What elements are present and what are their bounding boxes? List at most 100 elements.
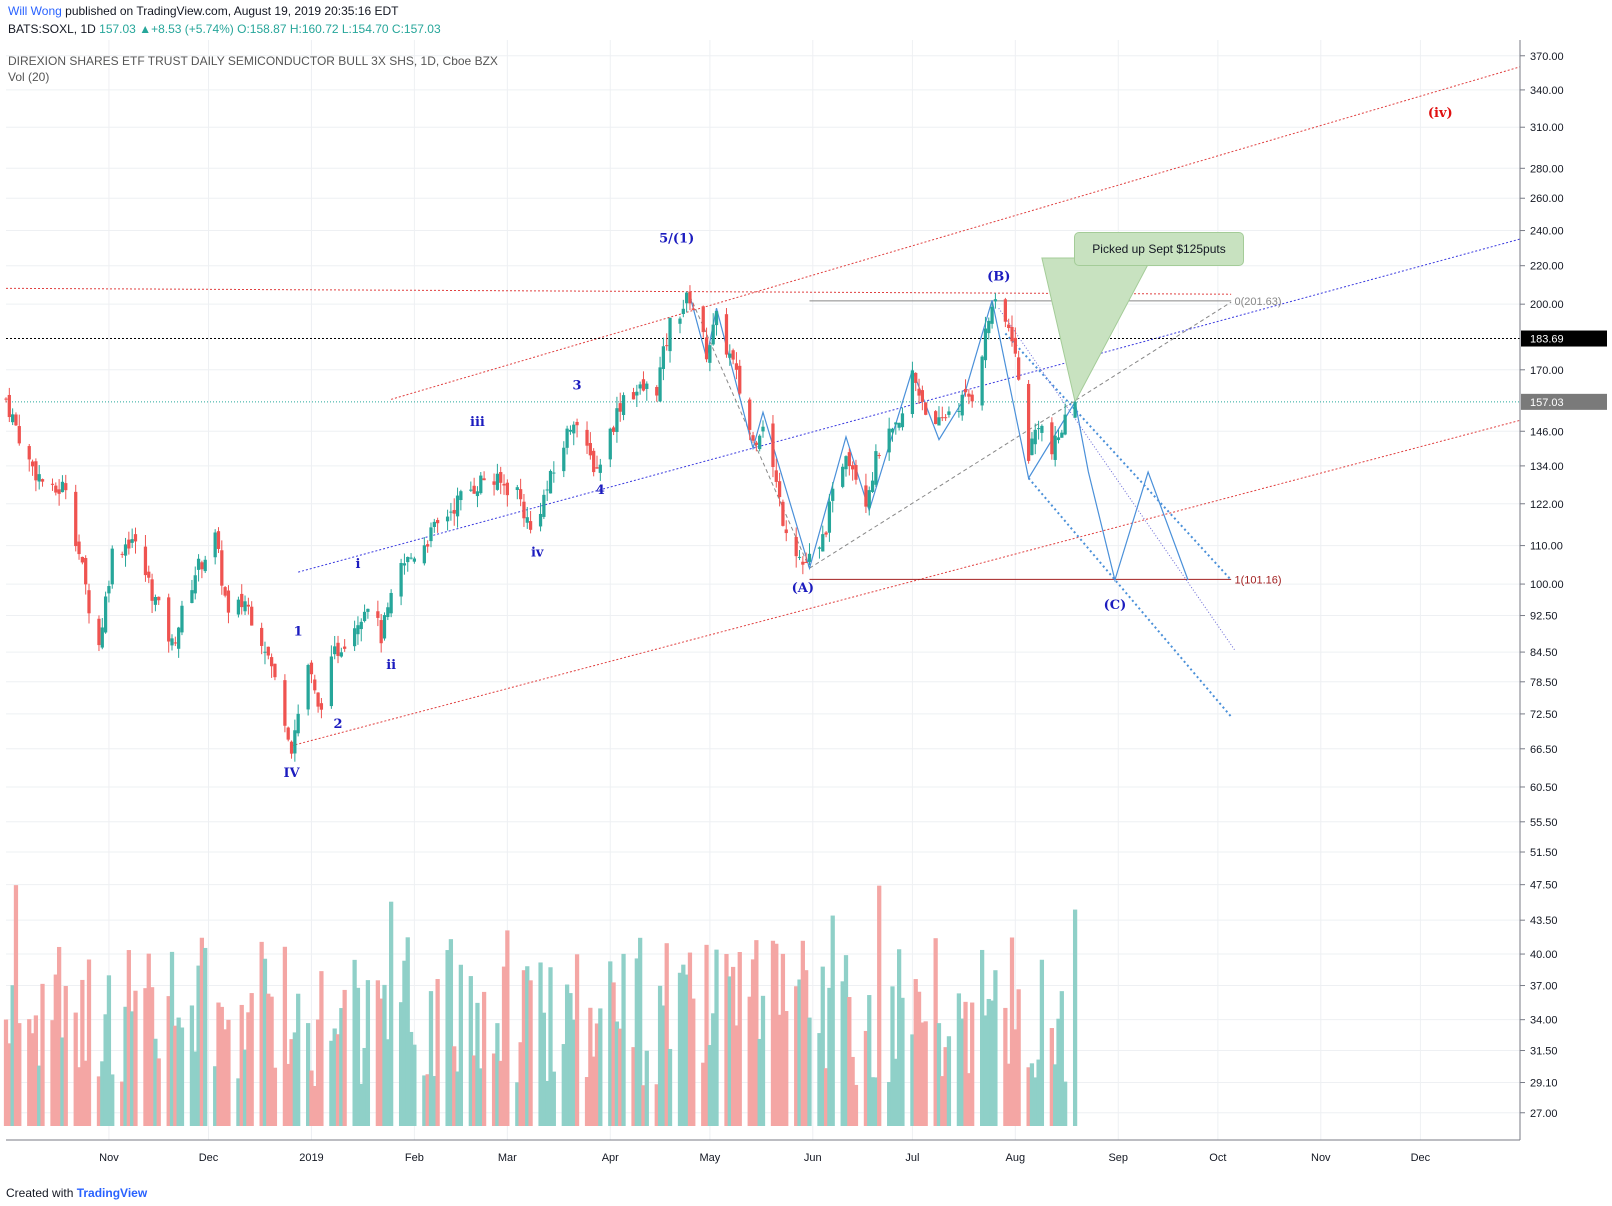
candle-body (240, 593, 244, 608)
candle-body (57, 489, 61, 494)
candle-body (661, 346, 666, 369)
volume-bar (203, 947, 208, 1126)
symbol-label: BATS:SOXL, 1D (8, 22, 96, 36)
candle-body (887, 428, 891, 453)
volume-bar (807, 1017, 812, 1126)
volume-bar (618, 1028, 623, 1126)
candle-body (870, 480, 875, 492)
candle-body (821, 534, 825, 552)
price-tick-label: 122.00 (1530, 499, 1564, 511)
candle-body (748, 399, 752, 430)
volume-bar (199, 937, 205, 1126)
volume-bar (591, 1056, 596, 1126)
volume-bar (923, 1021, 928, 1126)
volume-bar (664, 943, 669, 1126)
volume-bar (505, 930, 510, 1126)
volume-bar (269, 996, 274, 1126)
candle-body (771, 423, 775, 467)
volume-bar (402, 960, 407, 1126)
volume-bar (830, 915, 835, 1126)
volume-bar (960, 1018, 965, 1126)
volume-bar (800, 940, 805, 1126)
volume-bar (355, 987, 361, 1126)
candle-body (827, 501, 832, 533)
candle-body (260, 627, 264, 646)
volume-bar (30, 1033, 35, 1126)
volume-bar (687, 952, 693, 1126)
volume-bar (777, 1014, 782, 1126)
candle-body (963, 388, 968, 393)
candle-body (631, 392, 636, 400)
volume-bar (169, 951, 175, 1126)
volume-bar (478, 1068, 483, 1126)
candle-body (196, 558, 201, 570)
volume-bar (385, 1039, 390, 1126)
volume-bar (986, 998, 991, 1126)
candle-body (143, 546, 148, 576)
volume-bars (3, 885, 1078, 1126)
volume-bar (641, 1085, 646, 1126)
candle-body (538, 513, 543, 527)
candle-body (552, 472, 556, 474)
candle-body (50, 483, 55, 485)
candle-body (60, 481, 65, 493)
volume-indicator-label[interactable]: Vol (20) (8, 70, 50, 84)
volume-bar (352, 959, 357, 1126)
time-tick-label: Mar (498, 1152, 517, 1164)
volume-bar (379, 998, 384, 1126)
volume-bar (1026, 1067, 1031, 1126)
volume-bar (661, 1005, 666, 1126)
volume-bar (598, 1008, 603, 1126)
candle-body (147, 571, 151, 578)
candle-body (190, 590, 194, 603)
candle-body (943, 417, 948, 419)
tradingview-logo[interactable]: TradingView (76, 1186, 148, 1200)
volume-bar (843, 955, 849, 1126)
author-link[interactable]: Will Wong (8, 4, 62, 18)
time-tick-label: Dec (199, 1152, 219, 1164)
volume-bar (853, 1084, 859, 1126)
candle-body (170, 638, 174, 646)
candle-body (548, 470, 553, 494)
time-tick-label: Sep (1108, 1152, 1128, 1164)
volume-bar (943, 1047, 948, 1126)
volume-bar (146, 953, 151, 1126)
volume-bar (7, 1043, 12, 1126)
candle-body (333, 646, 337, 655)
volume-bar (329, 1040, 334, 1126)
volume-bar (306, 1023, 311, 1126)
candle-body (937, 417, 941, 426)
volume-bar (236, 1078, 241, 1126)
candle-body (243, 601, 247, 612)
candle-body (668, 317, 672, 352)
volume-bar (1003, 1007, 1008, 1126)
candle-body (708, 345, 712, 363)
candle-body (1017, 357, 1021, 380)
candle-body (751, 435, 755, 441)
wave-label: (B) (987, 270, 1010, 285)
candle-body (714, 311, 719, 326)
volume-bar (1033, 1077, 1038, 1126)
volume-bar (100, 1061, 105, 1126)
price-tick-label: 84.50 (1530, 647, 1558, 659)
candle-body (545, 489, 549, 491)
publish-line: Will Wong published on TradingView.com, … (8, 4, 398, 18)
volume-bar (382, 984, 387, 1126)
callout-note[interactable]: Picked up Sept $125puts (1074, 232, 1244, 266)
candle-body (1053, 435, 1057, 460)
volume-bar (262, 958, 268, 1126)
volume-bar (588, 1007, 593, 1126)
volume-bar (701, 1062, 706, 1126)
candle-body (542, 494, 546, 517)
candle-body (399, 563, 403, 597)
candle-body (343, 646, 347, 649)
volume-bar (794, 986, 799, 1126)
candle-body (382, 615, 387, 639)
volume-bar (568, 993, 573, 1126)
candle-body (1003, 299, 1007, 322)
volume-bar (870, 1077, 875, 1126)
volume-bar (1059, 991, 1064, 1126)
candle-body (356, 625, 360, 635)
price-tick-label: 51.50 (1530, 847, 1558, 859)
